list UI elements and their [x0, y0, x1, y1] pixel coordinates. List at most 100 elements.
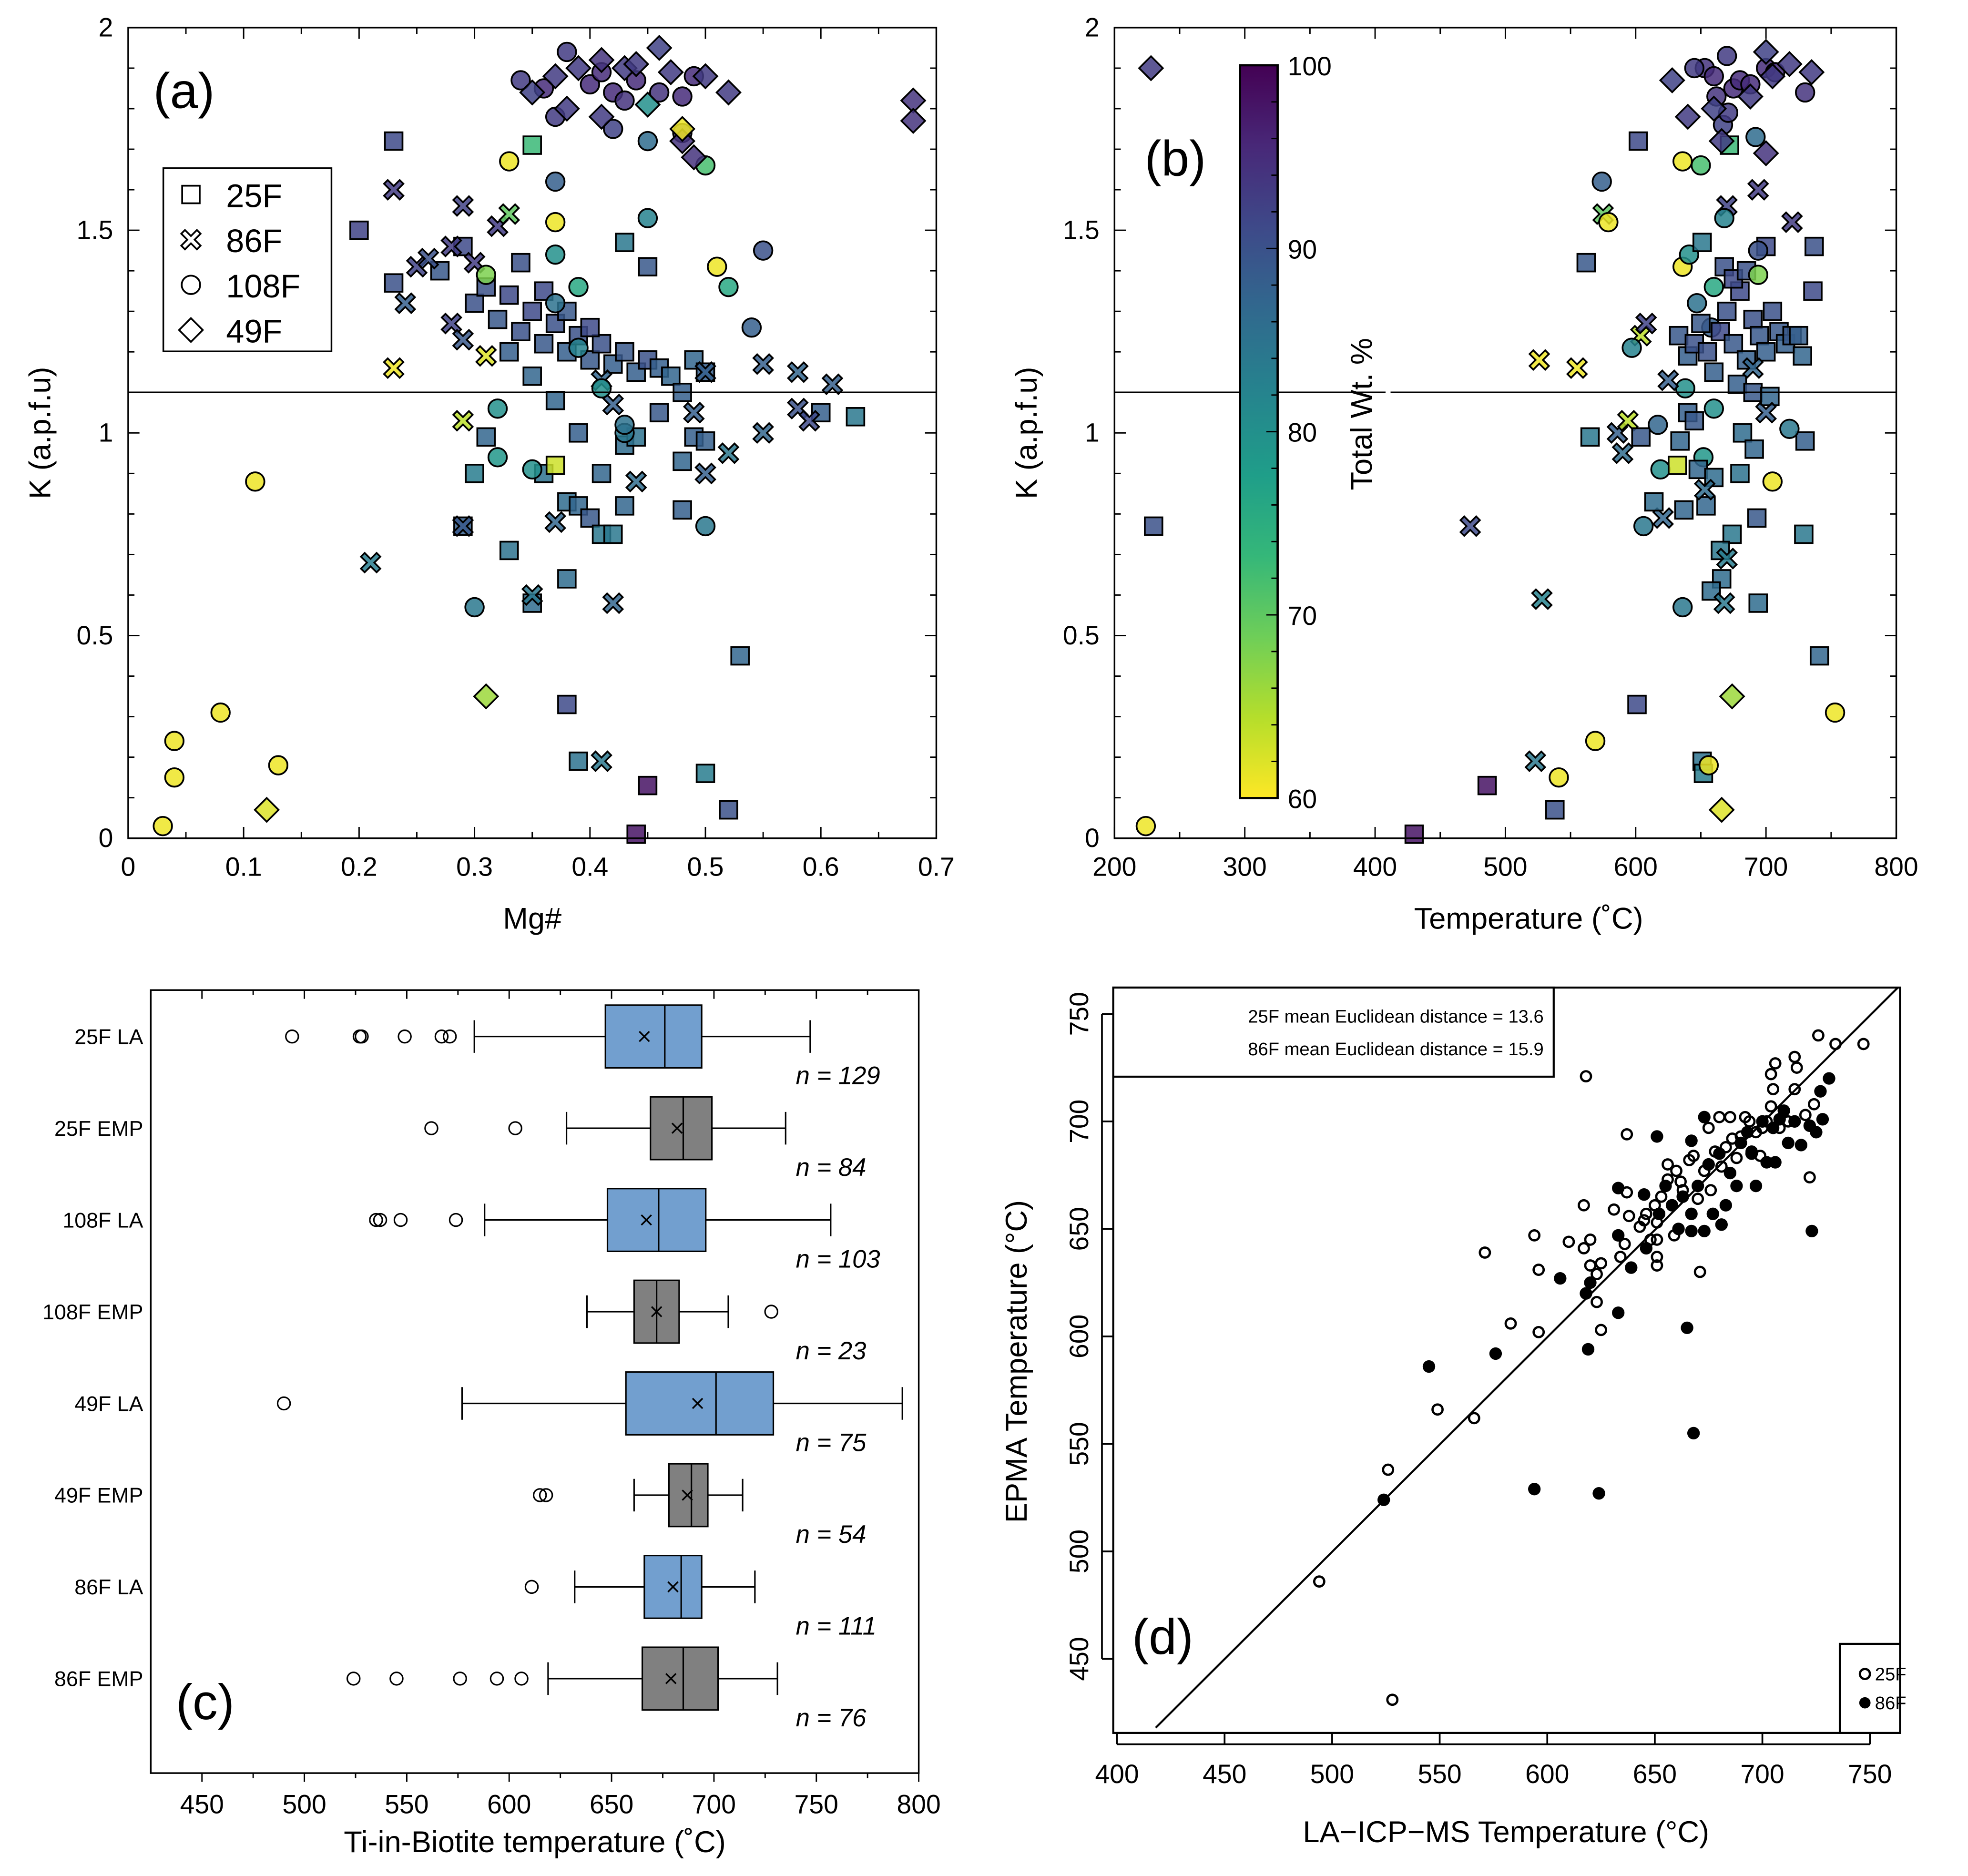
data-point-square: [499, 540, 519, 561]
point-25f: [1767, 1083, 1780, 1096]
x-tick-label: 700: [1740, 1759, 1784, 1789]
data-point-circle: [1691, 155, 1711, 176]
category-label: 86F EMP: [54, 1667, 143, 1691]
data-point-circle: [1687, 293, 1707, 314]
point-86f: [1702, 1158, 1715, 1171]
point-86f: [1749, 1179, 1763, 1193]
legend-label: 25F: [226, 177, 282, 214]
point-86f: [1723, 1166, 1737, 1180]
panel-b-label: (b): [1144, 131, 1206, 187]
x-tick-label: 750: [1848, 1759, 1892, 1789]
data-point-diamond: [254, 796, 280, 823]
point-25f: [1812, 1029, 1825, 1042]
data-point-cross: [440, 312, 463, 335]
data-point-circle: [603, 119, 623, 139]
point-25f: [1807, 1098, 1820, 1111]
mean-marker: [671, 1122, 683, 1134]
point-86f: [1823, 1072, 1835, 1085]
data-point-square: [1750, 326, 1769, 346]
panel-c-label: (c): [176, 1674, 235, 1730]
data-point-cross: [694, 361, 716, 383]
data-point-diamond: [588, 47, 615, 73]
data-point-circle: [557, 41, 577, 62]
data-point-square: [1144, 516, 1163, 536]
data-point-circle: [753, 240, 774, 261]
iqr-box: [625, 1371, 775, 1436]
panel-d-annotation: 25F mean Euclidean distance = 13.6 86F m…: [1112, 986, 1555, 1078]
x-tick-label: 650: [1633, 1759, 1677, 1789]
data-point-diamond: [1708, 128, 1735, 154]
data-point-cross: [394, 292, 417, 315]
data-point-square: [522, 135, 542, 155]
data-point-square: [1748, 593, 1768, 613]
point-86f: [1698, 1224, 1711, 1238]
plot-frame: [1112, 986, 1901, 1734]
x-tick-label: 600: [487, 1789, 531, 1819]
point-25f: [1595, 1324, 1607, 1336]
data-point-square: [1723, 334, 1744, 354]
point-86f: [1730, 1179, 1743, 1193]
point-25f: [1803, 1171, 1816, 1184]
data-point-diamond: [1701, 95, 1727, 122]
data-point-square: [730, 646, 750, 666]
data-point-square: [511, 253, 530, 273]
x-tick-label: 0.2: [341, 852, 377, 882]
data-point-diamond: [542, 63, 569, 90]
annotation-86f: 86F mean Euclidean distance = 15.9: [1248, 1039, 1543, 1060]
point-86f: [1805, 1224, 1818, 1238]
data-point-circle: [510, 70, 531, 91]
data-point-square: [1692, 233, 1712, 252]
legend-marker-86f: [180, 228, 202, 251]
data-point-square: [1667, 456, 1687, 475]
data-point-square: [488, 309, 508, 329]
outlier-point: [449, 1213, 463, 1227]
data-point-square: [603, 524, 623, 544]
point-25f: [1651, 1251, 1663, 1263]
colorbar-tick-label: 70: [1288, 601, 1317, 631]
data-point-circle: [1716, 46, 1737, 66]
outlier-point: [508, 1121, 522, 1135]
outlier-point: [393, 1213, 408, 1227]
point-86f: [1652, 1207, 1666, 1220]
point-25f: [1578, 1199, 1590, 1212]
point-86f: [1745, 1147, 1758, 1160]
data-point-square: [522, 366, 542, 386]
data-point-square: [1809, 646, 1829, 666]
point-86f: [1612, 1306, 1625, 1319]
data-point-diamond: [646, 34, 673, 61]
point-25f: [1764, 1068, 1777, 1081]
data-point-circle: [1598, 212, 1619, 233]
n-count-label: n = 54: [796, 1520, 867, 1549]
data-point-cross: [1566, 357, 1588, 379]
box-49f-emp: 49F EMP n = 54: [54, 1463, 867, 1549]
n-count-label: n = 23: [796, 1337, 867, 1365]
x-tick-label: 700: [1744, 852, 1788, 882]
y-tick-label: 0.5: [77, 621, 113, 650]
point-25f: [1670, 1164, 1682, 1177]
data-point-diamond: [1753, 39, 1779, 65]
point-25f: [1799, 1109, 1812, 1122]
n-count-label: n = 76: [796, 1704, 867, 1732]
data-point-diamond: [1674, 103, 1701, 130]
outlier-point: [434, 1029, 449, 1044]
data-point-square: [1576, 253, 1596, 273]
y-tick-label: 750: [1064, 992, 1094, 1036]
point-86f: [1612, 1229, 1625, 1242]
data-point-square: [591, 464, 612, 483]
point-25f: [1479, 1246, 1491, 1259]
point-25f: [1313, 1575, 1326, 1588]
data-point-cross: [1524, 750, 1547, 772]
point-25f: [1790, 1061, 1803, 1074]
data-point-cross: [521, 584, 543, 606]
data-point-diamond: [473, 683, 500, 710]
data-point-circle: [164, 731, 185, 751]
annotation-25f: 25F mean Euclidean distance = 13.6: [1248, 1007, 1543, 1027]
x-tick-label: 400: [1095, 1759, 1139, 1789]
data-point-square: [557, 569, 577, 589]
data-point-circle: [464, 597, 485, 618]
data-point-square: [1722, 524, 1742, 544]
point-25f: [1764, 1100, 1777, 1113]
panel-d-legend: 25F 86F: [1838, 1642, 1907, 1734]
point-25f: [1622, 1210, 1635, 1223]
